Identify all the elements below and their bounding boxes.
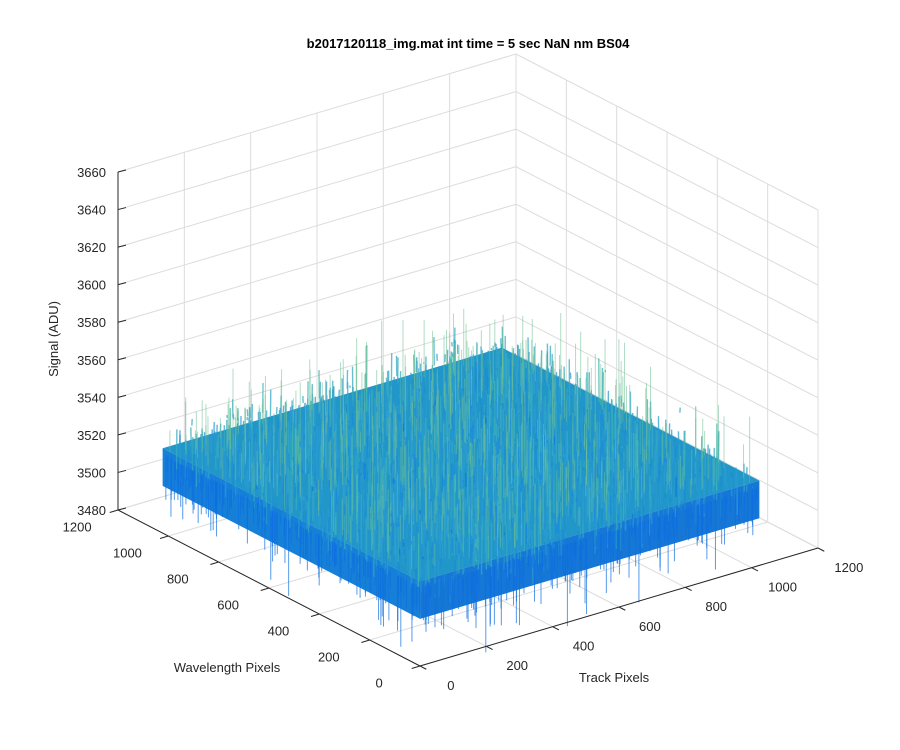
z-tick-mark — [117, 244, 127, 248]
y-tick-mark — [310, 613, 320, 617]
y-tick-label: 600 — [217, 597, 239, 612]
y-tick-label: 1200 — [63, 519, 92, 534]
grid-line-z-sidewall — [117, 53, 517, 173]
z-tick-mark — [117, 432, 127, 436]
y-tick-label: 200 — [318, 649, 340, 664]
y-tick-mark — [210, 561, 219, 565]
grid-line-z-backwall — [515, 166, 819, 324]
grid-line-z-sidewall — [117, 278, 517, 398]
x-tick-mark — [685, 586, 692, 592]
z-tick-label: 3640 — [77, 203, 106, 218]
surface-mesh — [162, 308, 760, 653]
z-tick-label: 3620 — [77, 240, 106, 255]
grid-line-z-backwall — [515, 241, 819, 399]
x-tick-mark — [751, 567, 759, 572]
y-tick-mark — [260, 587, 270, 591]
y-tick-label: 800 — [167, 571, 189, 586]
y-tick-label: 0 — [376, 675, 383, 690]
z-tick-mark — [117, 507, 127, 511]
y-tick-mark — [109, 509, 119, 513]
x-tick-mark — [618, 606, 626, 611]
y-tick-mark — [361, 639, 370, 643]
grid-line-z-sidewall — [117, 241, 517, 361]
tick-labels: 0 200 400 600 800 1000 1200 0 200 400 600 800 1000 12… — [63, 165, 864, 693]
z-tick-mark — [117, 282, 127, 286]
z-tick-label: 3540 — [77, 390, 106, 405]
x-tick-mark — [817, 547, 825, 552]
z-tick-label: 3560 — [77, 353, 106, 368]
grid-line-z-backwall — [515, 128, 819, 286]
y-tick-label: 400 — [268, 623, 290, 638]
grid-line-z-sidewall — [117, 91, 517, 211]
x-tick-label: 1200 — [834, 560, 863, 575]
z-tick-mark — [117, 207, 127, 211]
z-tick-label: 3500 — [77, 465, 106, 480]
x-axis-label: Track Pixels — [579, 670, 650, 685]
x-tick-mark — [486, 645, 493, 651]
x-tick-label: 600 — [639, 619, 661, 634]
grid-line-z-sidewall — [117, 203, 517, 323]
axes-lines — [109, 169, 825, 670]
grid-line-z-backwall — [515, 316, 819, 474]
x-tick-label: 800 — [705, 599, 727, 614]
z-tick-label: 3660 — [77, 165, 106, 180]
z-tick-mark — [117, 319, 127, 323]
grid-line-z-backwall — [515, 53, 819, 211]
grid-line-z-sidewall — [117, 128, 517, 248]
x-tick-label: 1000 — [768, 579, 797, 594]
y-tick-mark — [159, 535, 169, 539]
z-tick-mark — [117, 394, 127, 398]
y-axis-label: Wavelength Pixels — [174, 660, 281, 675]
x-tick-label: 0 — [447, 678, 454, 693]
grid-line-z-backwall — [515, 91, 819, 248]
z-tick-mark — [117, 357, 127, 361]
chart-title: b2017120118_img.mat int time = 5 sec NaN… — [307, 36, 630, 51]
z-tick-label: 3480 — [77, 503, 106, 518]
x-tick-label: 400 — [573, 638, 595, 653]
x-tick-label: 200 — [506, 658, 528, 673]
z-axis-label: Signal (ADU) — [46, 301, 61, 377]
z-tick-mark — [117, 169, 127, 173]
x-tick-mark — [419, 665, 427, 670]
grid-line-z-sidewall — [117, 166, 517, 286]
z-tick-label: 3580 — [77, 315, 106, 330]
z-tick-mark — [117, 469, 127, 473]
x-tick-mark — [552, 626, 560, 631]
grid-line-z-backwall — [515, 203, 819, 361]
grid-line-z-backwall — [515, 278, 819, 436]
z-tick-label: 3600 — [77, 278, 106, 293]
y-tick-mark — [411, 665, 421, 669]
z-tick-label: 3520 — [77, 428, 106, 443]
y-tick-label: 1000 — [113, 545, 142, 560]
